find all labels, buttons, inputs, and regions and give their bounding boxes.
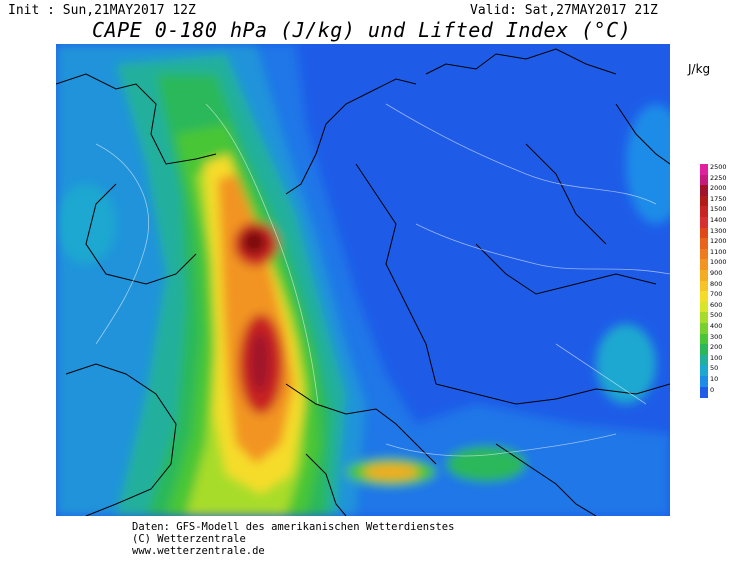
legend-swatch bbox=[700, 238, 708, 250]
legend-swatch bbox=[700, 365, 708, 377]
cape-field bbox=[56, 44, 670, 516]
legend-swatch bbox=[700, 185, 708, 197]
legend-swatch bbox=[700, 217, 708, 229]
legend-label: 1200 bbox=[710, 237, 727, 246]
legend-label: 2000 bbox=[710, 184, 727, 193]
legend-label: 400 bbox=[710, 322, 723, 330]
legend-label: 1500 bbox=[710, 205, 727, 214]
legend-swatch bbox=[700, 291, 708, 303]
legend-swatch bbox=[700, 248, 708, 260]
footer-website: www.wetterzentrale.de bbox=[132, 545, 265, 557]
legend-label: 2500 bbox=[710, 163, 727, 171]
legend-label: 300 bbox=[710, 332, 723, 341]
legend-swatch bbox=[700, 280, 708, 292]
legend-swatch bbox=[700, 270, 708, 282]
legend-swatch bbox=[700, 386, 708, 398]
map-title: CAPE 0-180 hPa (J/kg) und Lifted Index (… bbox=[92, 18, 632, 42]
legend-swatch bbox=[700, 376, 708, 388]
legend-label: 1000 bbox=[710, 258, 727, 267]
legend-label: 10 bbox=[710, 375, 719, 383]
legend-label: 50 bbox=[710, 364, 719, 373]
legend-label: 1750 bbox=[710, 194, 727, 203]
legend-label: 1100 bbox=[710, 247, 727, 256]
coastlines bbox=[56, 48, 670, 516]
legend-label: 2250 bbox=[710, 173, 727, 182]
legend-label: 800 bbox=[710, 279, 723, 288]
legend-swatch bbox=[700, 195, 708, 207]
legend-label: 900 bbox=[710, 269, 723, 277]
legend-label: 600 bbox=[710, 300, 723, 309]
legend-swatch bbox=[700, 312, 708, 324]
footer-copyright: (C) Wetterzentrale bbox=[132, 533, 246, 545]
legend-swatch bbox=[700, 354, 708, 366]
legend-swatch bbox=[700, 227, 708, 239]
init-time: Init : Sun,21MAY2017 12Z bbox=[8, 3, 196, 18]
legend-swatch bbox=[700, 344, 708, 356]
legend-label: 100 bbox=[710, 353, 723, 362]
legend-swatch bbox=[700, 164, 708, 176]
legend-label: 500 bbox=[710, 311, 723, 320]
legend-label: 0 bbox=[710, 385, 715, 394]
legend-label: 1400 bbox=[710, 216, 727, 224]
legend-swatch bbox=[700, 333, 708, 345]
footer-data-source: Daten: GFS-Modell des amerikanischen Wet… bbox=[132, 521, 455, 533]
color-legend: 2500 2250 2000 1750 1500 1400 1300 1200 1100 1000… bbox=[700, 163, 727, 398]
valid-time: Valid: Sat,27MAY2017 21Z bbox=[470, 3, 658, 18]
legend-label: 1300 bbox=[710, 226, 727, 235]
legend-label: 200 bbox=[710, 343, 723, 352]
legend-unit: J/kg bbox=[688, 62, 711, 76]
legend-label: 700 bbox=[710, 290, 723, 299]
cape-map bbox=[56, 44, 670, 516]
legend-swatch bbox=[700, 206, 708, 218]
legend-swatch bbox=[700, 301, 708, 313]
footer-credits: Daten: GFS-Modell des amerikanischen Wet… bbox=[132, 521, 454, 557]
legend-swatch bbox=[700, 259, 708, 271]
legend-swatch bbox=[700, 174, 708, 186]
legend-swatch bbox=[700, 323, 708, 335]
lifted-index-contours bbox=[95, 103, 670, 457]
